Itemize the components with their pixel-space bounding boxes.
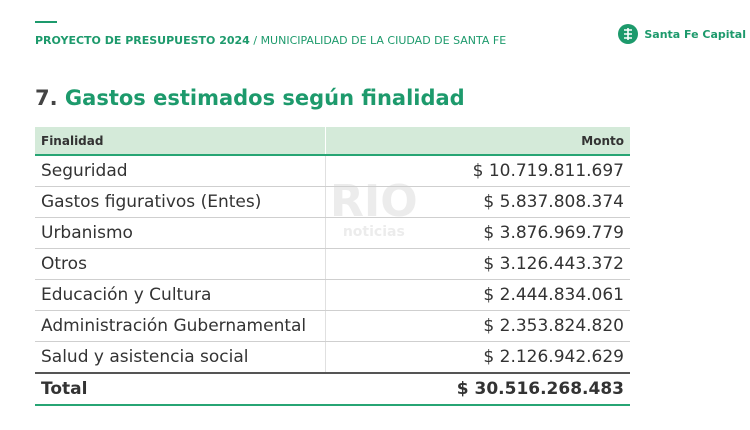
amount: $ 2.444.834.061 bbox=[325, 279, 630, 311]
row: Seguridad $ 10.719.811.697 bbox=[35, 155, 630, 187]
amount: $ 2.353.824.820 bbox=[325, 310, 630, 342]
row: Urbanismo $ 3.876.969.779 bbox=[35, 217, 630, 249]
category: Otros bbox=[35, 248, 326, 280]
section-title: 7. Gastos estimados según finalidad bbox=[35, 86, 465, 110]
column-header: Monto bbox=[325, 127, 630, 156]
row: Otros $ 3.126.443.372 bbox=[35, 248, 630, 280]
category: Urbanismo bbox=[35, 217, 326, 249]
amount: $ 3.126.443.372 bbox=[325, 248, 630, 280]
category: Seguridad bbox=[35, 155, 326, 187]
amount: $ 10.719.811.697 bbox=[325, 155, 630, 187]
total-amount: $ 30.516.268.483 bbox=[325, 372, 630, 406]
category: Salud y asistencia social bbox=[35, 341, 326, 374]
category: Educación y Cultura bbox=[35, 279, 326, 311]
total-label: Total bbox=[35, 372, 326, 406]
table: Finalidad Monto Seguridad $ 10.719.811.69… bbox=[35, 127, 630, 406]
project: PROYECTO DE PRESUPUESTO 2024 bbox=[35, 34, 250, 47]
separator: / bbox=[253, 34, 258, 47]
accent-line bbox=[35, 21, 57, 23]
section-number: 7. bbox=[35, 86, 58, 110]
logo-text: Santa Fe Capital bbox=[644, 27, 746, 41]
header-row: Finalidad Monto bbox=[35, 127, 630, 156]
category: Gastos figurativos (Entes) bbox=[35, 186, 326, 218]
amount: $ 5.837.808.374 bbox=[325, 186, 630, 218]
row: Administración Gubernamental $ 2.353.824.… bbox=[35, 310, 630, 342]
logo: Santa Fe Capital bbox=[618, 24, 746, 44]
amount: $ 2.126.942.629 bbox=[325, 341, 630, 374]
header: PROYECTO DE PRESUPUESTO 2024 / MUNICIPAL… bbox=[35, 34, 506, 47]
row: Educación y Cultura $ 2.444.834.061 bbox=[35, 279, 630, 311]
category: Administración Gubernamental bbox=[35, 310, 326, 342]
total-row: Total $ 30.516.268.483 bbox=[35, 372, 630, 406]
logo-icon bbox=[618, 24, 639, 44]
section-text: Gastos estimados según finalidad bbox=[64, 86, 465, 110]
organization: MUNICIPALIDAD DE LA CIUDAD DE SANTA FE bbox=[260, 34, 507, 47]
amount: $ 3.876.969.779 bbox=[325, 217, 630, 249]
column-header: Finalidad bbox=[35, 127, 326, 156]
row: Salud y asistencia social $ 2.126.942.629 bbox=[35, 341, 630, 374]
row: Gastos figurativos (Entes) $ 5.837.808.37… bbox=[35, 186, 630, 218]
